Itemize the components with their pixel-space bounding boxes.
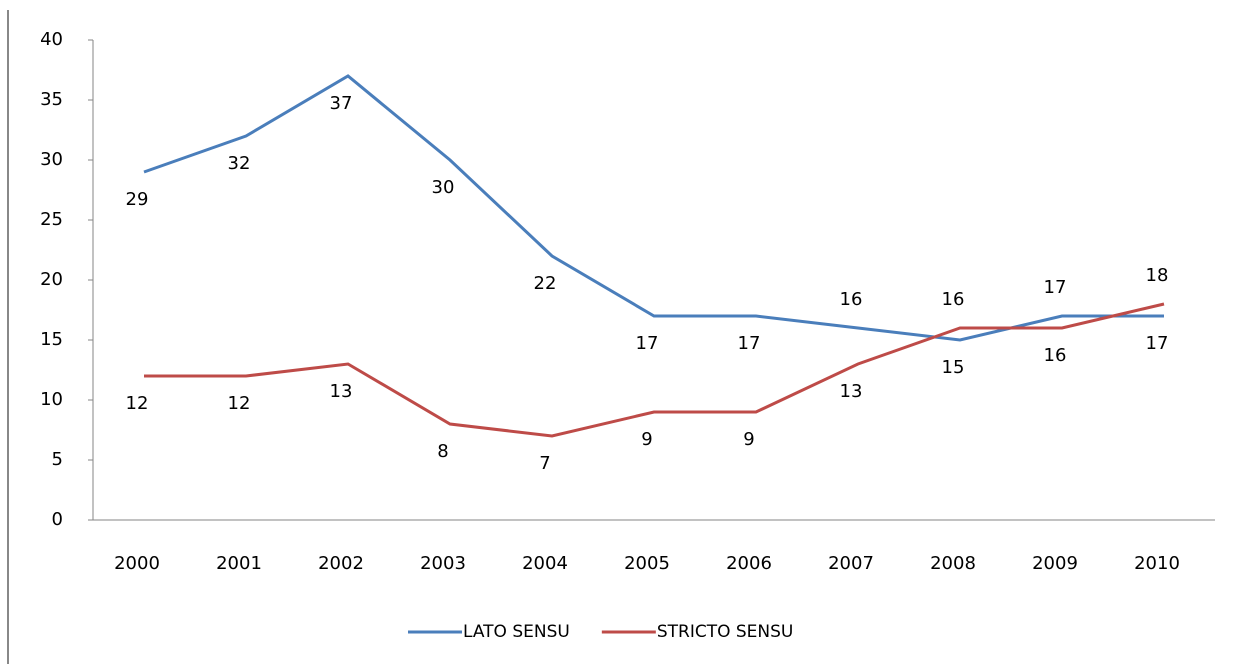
y-tick-label: 5 xyxy=(52,449,63,470)
x-tick-label: 2005 xyxy=(624,553,670,574)
data-label: 7 xyxy=(539,453,550,474)
x-tick-label: 2007 xyxy=(828,553,874,574)
data-label: 16 xyxy=(840,289,863,310)
data-label: 18 xyxy=(1146,265,1169,286)
data-label: 32 xyxy=(228,153,251,174)
x-tick-label: 2006 xyxy=(726,553,772,574)
y-tick-label: 20 xyxy=(40,269,63,290)
data-label: 17 xyxy=(1044,277,1067,298)
x-tick-label: 2000 xyxy=(114,553,160,574)
series-line xyxy=(143,74,1164,342)
x-tick-label: 2009 xyxy=(1032,553,1078,574)
data-label: 9 xyxy=(743,429,754,450)
data-label: 30 xyxy=(432,177,455,198)
data-label: 9 xyxy=(641,429,652,450)
y-tick-label: 30 xyxy=(40,149,63,170)
data-label: 22 xyxy=(534,273,557,294)
data-label: 12 xyxy=(126,393,149,414)
data-label: 17 xyxy=(738,333,761,354)
y-tick-label: 10 xyxy=(40,389,63,410)
x-tick-label: 2010 xyxy=(1134,553,1180,574)
data-label: 37 xyxy=(330,93,353,114)
y-tick-label: 0 xyxy=(52,509,63,530)
data-label: 13 xyxy=(840,381,863,402)
data-label: 16 xyxy=(1044,345,1067,366)
x-tick-label: 2003 xyxy=(420,553,466,574)
y-tick-label: 35 xyxy=(40,89,63,110)
x-tick-label: 2008 xyxy=(930,553,976,574)
y-tick-label: 25 xyxy=(40,209,63,230)
y-tick-label: 15 xyxy=(40,329,63,350)
x-tick-label: 2002 xyxy=(318,553,364,574)
data-label: 8 xyxy=(437,441,448,462)
legend-label: STRICTO SENSU xyxy=(657,622,794,642)
data-label: 29 xyxy=(126,189,149,210)
data-label: 12 xyxy=(228,393,251,414)
legend-label: LATO SENSU xyxy=(463,622,570,642)
x-tick-label: 2004 xyxy=(522,553,568,574)
y-tick-label: 40 xyxy=(40,29,63,50)
series-line xyxy=(144,302,1165,438)
data-label: 13 xyxy=(330,381,353,402)
data-label: 17 xyxy=(1146,333,1169,354)
x-tick-label: 2001 xyxy=(216,553,262,574)
data-label: 16 xyxy=(942,289,965,310)
data-label: 15 xyxy=(942,357,965,378)
data-label: 17 xyxy=(636,333,659,354)
